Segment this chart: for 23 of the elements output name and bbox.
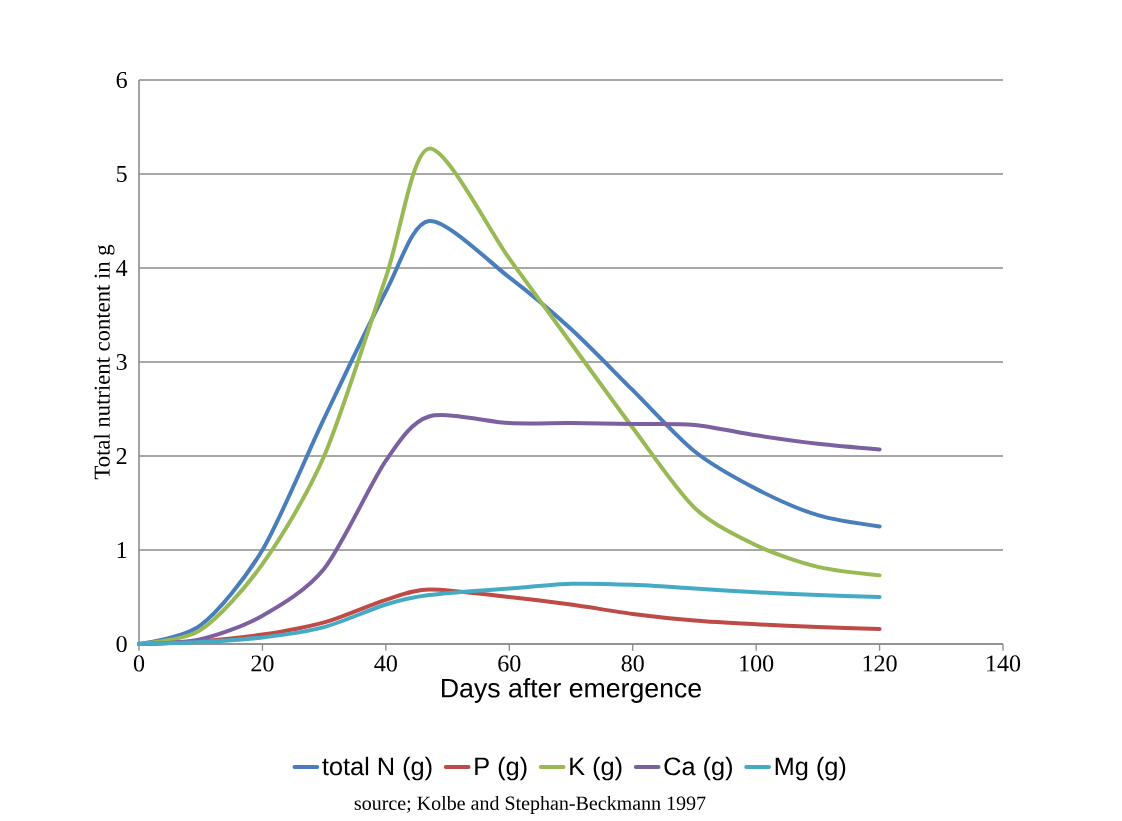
legend-label: total N (g)	[322, 756, 432, 781]
x-tick-label: 40	[374, 655, 397, 672]
y-tick-label: 2	[116, 448, 127, 464]
x-tick-label: 0	[133, 655, 145, 672]
legend-label: Ca (g)	[664, 756, 732, 781]
legend-label: K (g)	[570, 756, 622, 781]
y-tick-label: 3	[116, 353, 127, 371]
y-tick-label: 5	[117, 166, 127, 182]
x-tick-label: 120	[863, 655, 897, 672]
x-tick-label: 20	[251, 655, 274, 672]
y-axis-title: Total nutrient content in g	[93, 244, 115, 480]
y-tick-label: 4	[116, 260, 128, 276]
source-note: source; Kolbe and Stephan-Beckmann 1997	[354, 795, 706, 815]
x-axis-title: Days after emergence	[442, 678, 701, 703]
y-tick-label: 6	[116, 71, 127, 89]
legend-label: P (g)	[475, 756, 527, 781]
y-tick-label: 0	[116, 635, 127, 653]
x-tick-label: 140	[987, 655, 1021, 672]
legend-label: Mg (g)	[775, 756, 846, 781]
x-tick-label: 80	[621, 655, 644, 672]
x-tick-label: 100	[740, 655, 774, 672]
x-tick-label: 60	[498, 655, 521, 672]
y-tick-label: 1	[117, 542, 127, 558]
